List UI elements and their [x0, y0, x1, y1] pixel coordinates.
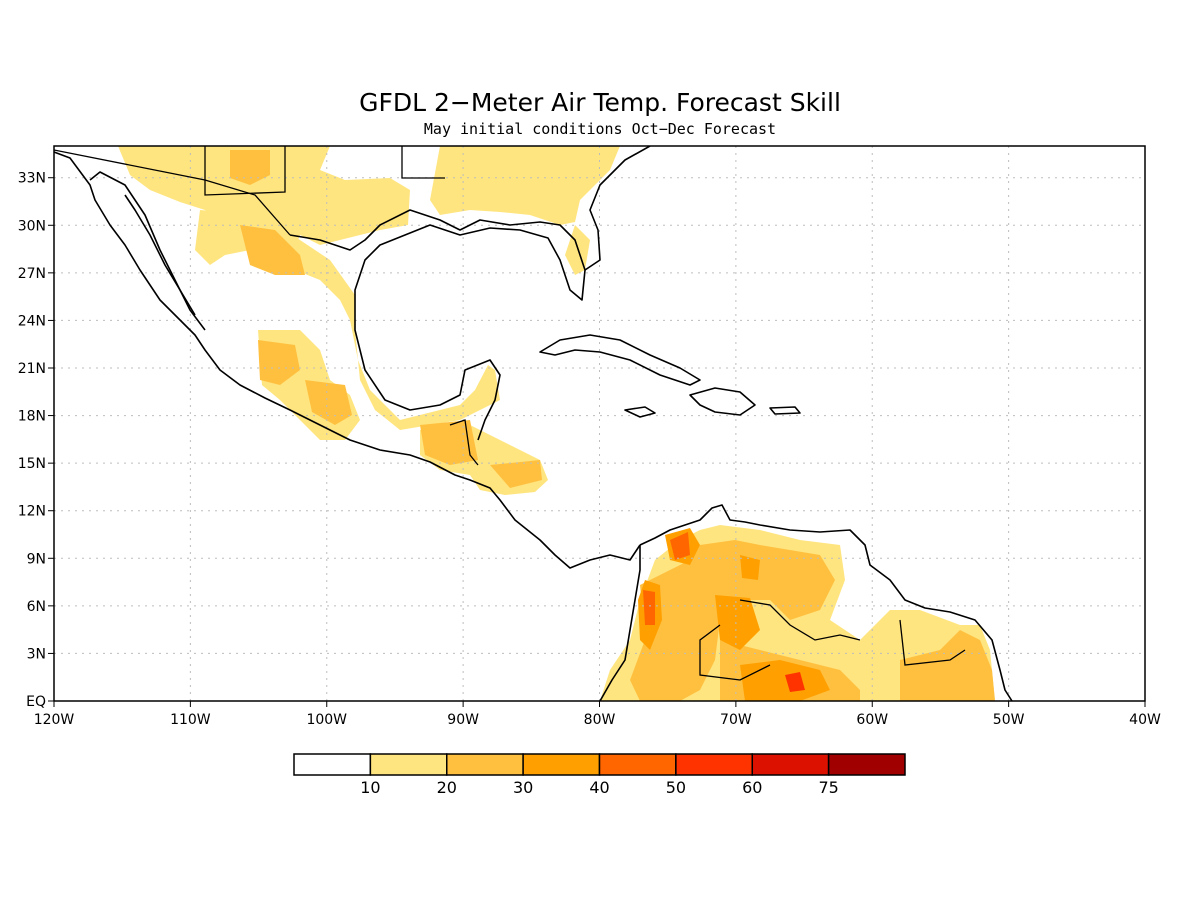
coastline — [89, 171, 206, 331]
border — [204, 146, 286, 196]
x-tick-label: 120W — [34, 712, 75, 728]
coastline — [599, 545, 641, 701]
coastline — [639, 504, 1013, 701]
map-grid — [54, 146, 1145, 701]
x-tick-label: 80W — [584, 712, 616, 728]
coastline — [539, 334, 701, 386]
y-tick-label: 21N — [18, 361, 46, 377]
colorbar-label: 10 — [360, 778, 380, 797]
border — [449, 419, 479, 466]
x-tick-label: 70W — [720, 712, 752, 728]
colorbar-swatch — [675, 753, 753, 776]
y-tick-label: 9N — [27, 551, 46, 567]
colorbar-swatch — [293, 753, 372, 776]
skill-region — [430, 146, 620, 225]
border — [401, 146, 445, 179]
skill-region — [195, 210, 500, 430]
colorbar-label: 60 — [742, 778, 762, 797]
coastline — [289, 209, 586, 441]
coastline — [54, 151, 641, 569]
map-area — [54, 146, 1145, 701]
x-tick-label: 90W — [447, 712, 479, 728]
border — [699, 624, 771, 681]
y-tick-label: 12N — [18, 504, 46, 520]
colorbar-label: 40 — [589, 778, 609, 797]
skill-region — [240, 225, 305, 275]
y-tick-label: 15N — [18, 456, 46, 472]
colorbar-swatch — [446, 753, 524, 776]
map-subtitle: May initial conditions Oct−Dec Forecast — [424, 120, 776, 138]
x-tick-label: 40W — [1129, 712, 1161, 728]
colorbar-swatch — [522, 753, 601, 776]
skill-region — [785, 672, 805, 692]
colorbar-swatch — [751, 753, 830, 776]
y-tick-label: 6N — [27, 599, 46, 615]
skill-region — [643, 590, 655, 625]
y-tick-label: 3N — [27, 646, 46, 662]
colorbar-swatch — [598, 753, 677, 776]
colorbar-swatch — [369, 753, 448, 776]
x-tick-label: 50W — [993, 712, 1025, 728]
coastline — [584, 146, 651, 271]
border — [899, 619, 966, 666]
y-tick-label: EQ — [26, 694, 46, 710]
y-tick-label: 27N — [18, 266, 46, 282]
skill-region — [305, 380, 352, 425]
y-tick-label: 33N — [18, 171, 46, 187]
skill-region — [230, 150, 270, 185]
skill-region — [490, 460, 542, 488]
x-tick-label: 100W — [306, 712, 347, 728]
coastline — [769, 406, 801, 415]
skill-region — [630, 540, 835, 701]
skill-region — [420, 420, 478, 465]
political-borders — [54, 146, 966, 681]
y-tick-label: 18N — [18, 409, 46, 425]
coastlines — [54, 146, 1013, 701]
skill-region — [670, 532, 690, 560]
y-tick-label: 24N — [18, 313, 46, 329]
coastline — [689, 387, 756, 416]
skill-region — [900, 630, 995, 701]
colorbar: 10 20 30 40 50 60 75 — [293, 753, 906, 797]
skill-region — [715, 595, 760, 650]
map-title: GFDL 2−Meter Air Temp. Forecast Skill — [359, 88, 841, 117]
colorbar-swatch — [827, 753, 906, 776]
colorbar-label: 75 — [818, 778, 838, 797]
coastline — [124, 194, 196, 316]
colorbar-label: 50 — [666, 778, 686, 797]
colorbar-label: 20 — [437, 778, 457, 797]
skill-region — [258, 340, 300, 385]
colorbar-label: 30 — [513, 778, 533, 797]
x-tick-label: 110W — [170, 712, 211, 728]
skill-region — [118, 146, 410, 255]
border — [54, 149, 291, 236]
skill-region — [740, 660, 830, 701]
border — [739, 599, 861, 641]
coastline — [624, 406, 656, 418]
x-tick-label: 60W — [856, 712, 888, 728]
map-axes: 120W 110W 100W 90W 80W 70W 60W 50W 40W EQ 3N 6N 9N 12… — [18, 171, 1161, 728]
y-tick-label: 30N — [18, 218, 46, 234]
skill-region — [740, 555, 760, 580]
skill-shading — [118, 146, 995, 701]
